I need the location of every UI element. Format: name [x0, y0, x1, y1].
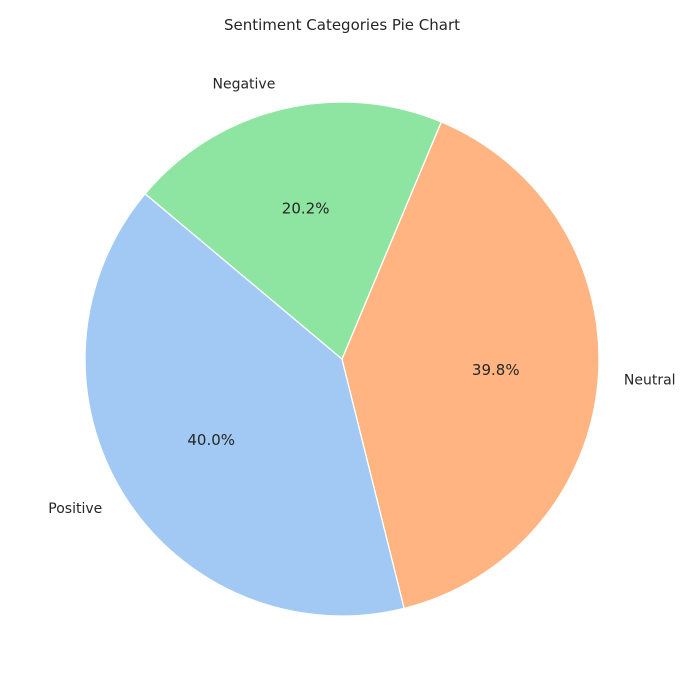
pct-label-positive: 40.0% — [187, 431, 235, 449]
pie-slice-neutral — [341, 121, 600, 610]
pie-slice-negative — [144, 101, 443, 361]
slice-label-positive: Positive — [48, 501, 102, 517]
pct-label-neutral: 39.8% — [472, 361, 520, 379]
chart-title: Sentiment Categories Pie Chart — [224, 16, 460, 34]
pie-slice-positive — [84, 192, 405, 617]
pie-slices — [84, 101, 600, 617]
pie-labels: Positive 40.0% Neutral 39.8% Negative 20.2% — [48, 76, 675, 517]
slice-label-negative: Negative — [212, 76, 275, 92]
pct-label-negative: 20.2% — [282, 200, 330, 218]
slice-label-neutral: Neutral — [624, 372, 676, 388]
